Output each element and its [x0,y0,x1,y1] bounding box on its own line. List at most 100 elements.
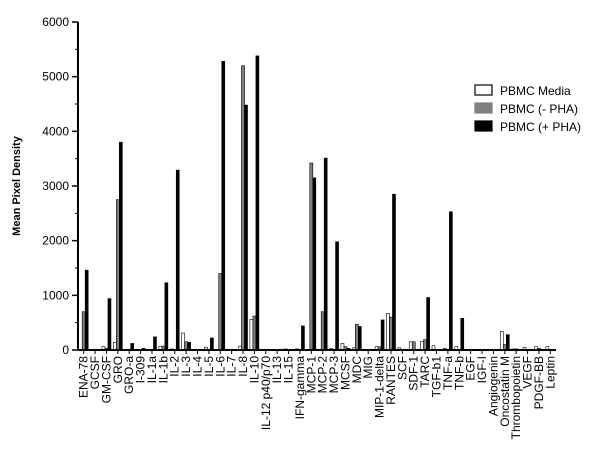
x-tick-label: MDC [350,356,364,384]
x-tick-label: IL-10 [247,356,261,384]
bar-pbmc-pha--ena-78 [81,311,86,351]
legend-swatch [474,102,493,114]
x-tick-label: IL-5 [202,356,216,377]
x-tick-label: IFN-gamma [293,356,307,420]
x-tick-label: TNF-a [441,356,455,390]
x-tick-label: IL-3 [179,356,193,377]
bar-pbmc-pha--sdf-1 [411,341,416,351]
bar-pbmc-pha--mcp-1 [309,162,314,351]
x-tick-label: TGF-b1 [430,356,444,398]
legend-label: PBMC (- PHA) [500,102,578,116]
x-tick-label: IL-12 p40/p70 [259,356,273,430]
bar-pbmc-pha--mip-1-delta [380,319,385,351]
x-tick-label: PDGF-BB [532,356,546,409]
x-tick-label: RANTES [384,356,398,405]
x-tick-label: I-309 [134,356,148,384]
bar-pbmc-media-rantes [386,313,390,351]
bar-pbmc-pha--ifn-gamma [301,325,305,351]
x-tick-label: IL-4 [191,356,205,377]
x-tick-label: IL-6 [213,356,227,377]
bar-pbmc-pha--tarc [426,297,430,351]
bar-pbmc-pha--mdc [355,324,359,351]
bar-pbmc-media-il-10 [249,319,254,351]
bars [81,55,550,351]
bar-pbmc-pha--il-6 [218,273,223,351]
x-tick-label: SCF [395,356,409,380]
bar-pbmc-pha--ena-78 [84,269,89,351]
bar-pbmc-media-sdf-1 [408,341,413,351]
bar-pbmc-pha--il-3 [184,341,188,351]
y-tick-label: 2000 [42,234,69,248]
legend-label: PBMC (+ PHA) [500,120,581,134]
legend-label: PBMC Media [500,84,571,98]
x-tick-label: MCSF [338,356,352,390]
x-tick-label: IL-13 [270,356,284,384]
bar-pbmc-media-tarc [420,340,424,351]
legend-swatch [474,84,493,96]
x-tick-label: MIG [361,356,375,379]
x-tick-label: IL-1b [156,356,170,384]
x-tick-label: IL-1a [145,356,159,384]
x-tick-label: TARC [418,356,432,388]
bar-pbmc-pha--tnf-a [449,211,453,351]
x-tick-label: ENA-78 [77,356,91,398]
bar-pbmc-pha--gm-csf [107,298,112,351]
bar-pbmc-pha--gro [116,199,120,351]
x-tick-label: MCP-3 [327,356,341,394]
x-tick-label: SDF-1 [407,356,421,391]
y-axis-title: Mean Pixel Density [11,135,23,236]
x-axis: ENA-78GCSFGM-CSFGROGRO-aI-309IL-1aIL-1bI… [77,349,557,439]
x-tick-label: GRO-a [122,356,136,394]
bar-pbmc-pha--il-3 [187,342,191,351]
legend-swatch [474,120,493,132]
x-tick-label: VEGF [521,356,535,389]
bar-pbmc-pha--tarc [423,339,427,351]
bar-pbmc-pha--il-8 [244,104,248,351]
bar-pbmc-pha--il-10 [255,55,260,351]
bar-pbmc-pha--oncostatin-m [505,334,510,351]
bar-pbmc-pha--il-5 [210,337,214,351]
bar-pbmc-pha--il-6 [221,61,226,351]
x-tick-label: IL-2 [168,356,182,377]
bar-pbmc-pha--gro [119,141,123,351]
x-tick-label: MCP-2 [316,356,330,394]
bar-pbmc-media-gro [113,342,117,351]
bar-pbmc-pha--rantes [389,316,393,351]
bar-pbmc-pha--mcp-2 [320,311,325,351]
x-tick-label: EGF [464,356,478,381]
x-tick-label: IL-7 [225,356,239,377]
bar-pbmc-pha--il-1b [164,282,169,351]
bar-pbmc-pha--rantes [392,193,396,351]
y-axis: 0 1000 2000 3000 4000 5000 6000 [42,15,79,357]
x-tick-label: Oncostatin M [498,356,512,427]
bar-pbmc-media-oncostatin-m [499,331,504,351]
x-tick-label: Leptin [543,356,557,389]
x-tick-label: TNF-b [452,356,466,390]
bar-pbmc-pha--mcp-3 [335,241,339,351]
bar-pbmc-pha--mdc [358,326,362,351]
y-tick-label: 0 [62,343,69,357]
bar-pbmc-pha--il-8 [241,65,245,351]
bar-pbmc-pha--il-1a [153,336,157,351]
x-tick-label: IL-15 [282,356,296,384]
x-tick-label: Thrombopoietin [509,356,523,439]
bar-pbmc-pha--il-2 [175,169,180,351]
x-tick-label: MCP-1 [304,356,318,394]
legend: PBMC Media PBMC (- PHA) PBMC (+ PHA) [474,84,581,134]
bar-pbmc-pha--il-10 [252,315,257,351]
x-tick-label: IGF-I [475,356,489,383]
bar-pbmc-pha--mcp-2 [323,157,328,351]
y-tick-label: 4000 [42,124,69,138]
y-tick-label: 3000 [42,179,69,193]
x-tick-label: GRO [111,356,125,383]
x-tick-label: IL-8 [236,356,250,377]
x-tick-label: GCSF [88,356,102,389]
x-tick-label: Angiogenin [486,356,500,416]
bar-pbmc-pha--tnf-b [460,317,465,351]
bar-pbmc-media-il-3 [181,332,185,351]
y-tick-label: 1000 [42,288,69,302]
x-tick-label: GM-CSF [99,356,113,403]
y-tick-label: 6000 [42,15,69,29]
bar-pbmc-pha--mcp-1 [312,177,317,351]
